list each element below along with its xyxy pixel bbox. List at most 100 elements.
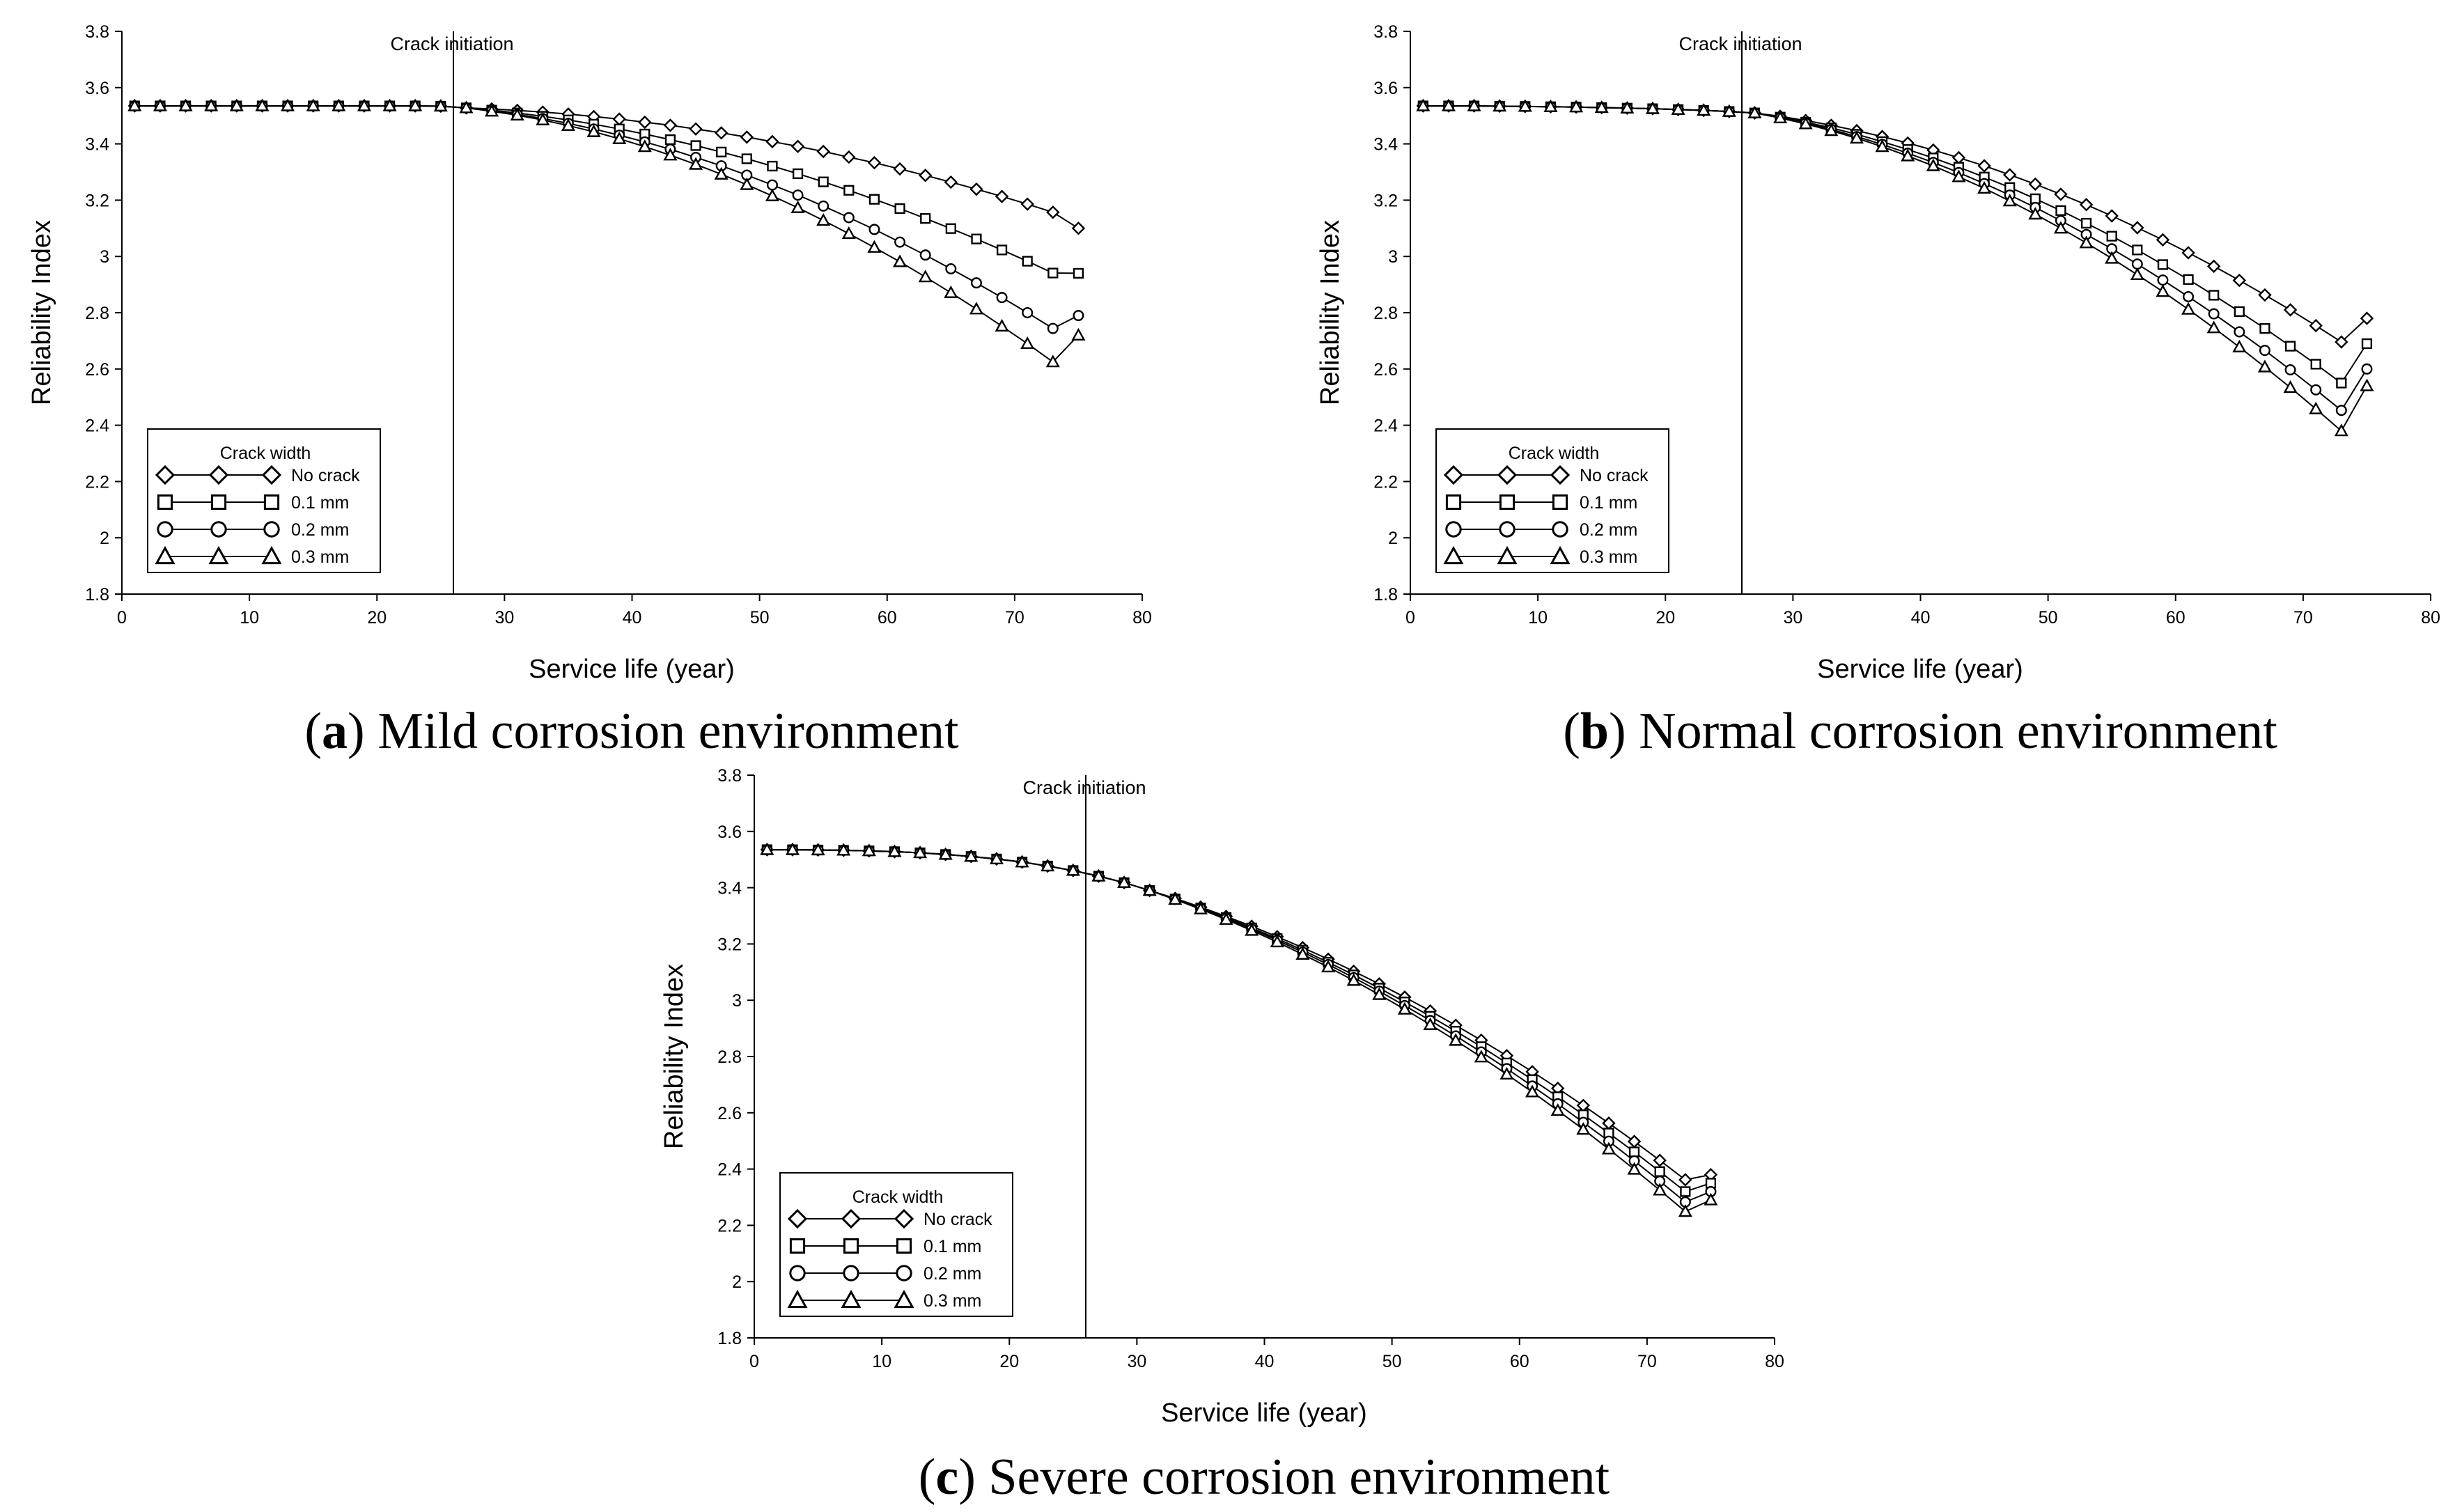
data-point [2206, 320, 2221, 334]
data-point [1569, 100, 1584, 113]
x-ticks: 0 10 20 30 40 50 60 70 80 [117, 594, 1152, 628]
data-point [2360, 378, 2374, 391]
data-point [689, 157, 703, 170]
data-point [1416, 98, 1431, 111]
data-point [714, 166, 729, 180]
legend-marker [208, 545, 229, 565]
data-point [689, 122, 703, 136]
series-a [127, 98, 1086, 368]
y-tick-label: 3.2 [1373, 191, 1398, 210]
data-point [1142, 883, 1157, 896]
legend-marker [208, 465, 229, 485]
data-point [2181, 302, 2196, 315]
data-point [2361, 338, 2373, 350]
axes-b: 0 10 20 30 40 50 60 70 80 1.8 2 2.2 2.4 2.6 2.8 3 3.2 3.… [1316, 22, 2440, 684]
series-line [134, 105, 1079, 229]
x-tick-label: 50 [750, 608, 770, 628]
legend-marker [1550, 545, 1571, 565]
data-point [1671, 102, 1685, 115]
legend-marker [263, 521, 280, 538]
data-point [740, 130, 754, 144]
data-point [1704, 1192, 1718, 1206]
data-point [2258, 288, 2272, 302]
data-point [1680, 1186, 1691, 1197]
data-point [841, 226, 856, 240]
y-tick-label: 3 [1388, 247, 1398, 267]
data-point [867, 240, 882, 253]
data-point [969, 182, 983, 196]
legend-entry: 0.2 mm [789, 1264, 981, 1284]
data-point [433, 98, 448, 112]
legend-label: 0.3 mm [291, 547, 349, 567]
data-point [1020, 336, 1035, 350]
x-tick-label: 50 [2039, 608, 2058, 628]
data-point [637, 139, 652, 153]
legend-marker [1552, 521, 1568, 538]
data-point [2183, 274, 2194, 285]
data-point [2132, 244, 2143, 256]
series-line [1423, 105, 2368, 384]
data-point [1219, 912, 1233, 925]
legend-entry: 0.2 mm [1445, 520, 1637, 540]
data-point [2002, 194, 2017, 207]
legend-marker [1497, 545, 1518, 565]
series-no-crack [1416, 99, 2374, 349]
legend-marker [1497, 465, 1518, 485]
data-point [1594, 100, 1609, 114]
series-line [767, 849, 1711, 1181]
chart-panel-a: 0 10 20 30 40 50 60 70 80 1.8 2 2.2 2.4 2.6 2.8 3 3.2 3.… [27, 22, 1152, 760]
data-point [1441, 98, 1456, 111]
x-tick-label: 80 [1765, 1352, 1784, 1371]
data-point [716, 146, 727, 157]
data-point [1951, 169, 1966, 182]
data-point [2310, 359, 2321, 370]
data-point [1041, 859, 1055, 872]
legend-label: 0.3 mm [924, 1291, 981, 1311]
data-point [1346, 973, 1361, 986]
data-point [740, 177, 754, 190]
caption-title: Mild corrosion environment [377, 703, 959, 760]
caption-a: (a) Mild corrosion environment [304, 703, 959, 760]
x-tick-label: 50 [1382, 1352, 1402, 1371]
data-point [2079, 198, 2094, 212]
data-point [1071, 327, 1086, 341]
y-tick-label: 2.6 [85, 360, 109, 380]
data-point [1525, 1084, 1540, 1098]
legend-title: Crack width [220, 444, 311, 463]
y-tick-label: 2.2 [85, 472, 109, 492]
y-axis-title: Reliability Index [660, 964, 689, 1149]
data-point [1678, 1204, 1692, 1217]
x-ticks: 0 10 20 30 40 50 60 70 80 [749, 1338, 1784, 1371]
data-point [2259, 345, 2270, 357]
y-tick-label: 2.4 [1373, 416, 1398, 436]
data-point [1824, 123, 1839, 137]
legend-marker [1499, 494, 1516, 511]
data-point [894, 236, 906, 248]
data-point [1951, 150, 1966, 165]
legend-marker [896, 1238, 912, 1254]
x-tick-label: 60 [878, 608, 897, 628]
data-point [255, 98, 270, 111]
data-point [862, 843, 876, 857]
legend-marker [261, 545, 282, 565]
data-point [918, 169, 933, 182]
legend-marker [263, 494, 280, 511]
y-tick-label: 2 [100, 529, 109, 548]
data-point [663, 118, 678, 132]
legend-label: No crack [1580, 466, 1649, 485]
series-c [760, 842, 1718, 1217]
y-tick-label: 3.6 [717, 823, 742, 842]
data-point [2002, 168, 2017, 182]
data-point [2334, 423, 2348, 437]
series-0-1-mm [761, 844, 1717, 1197]
data-point [1620, 100, 1635, 114]
legend-title: Crack width [852, 1187, 944, 1207]
data-point [1493, 98, 1507, 112]
legend-label: 0.3 mm [1580, 547, 1637, 567]
data-point [2105, 251, 2119, 264]
data-point [836, 843, 851, 856]
y-tick-label: 3 [100, 247, 109, 267]
data-point [332, 98, 346, 111]
legend-entry: No crack [155, 465, 360, 485]
data-point [2130, 221, 2144, 235]
